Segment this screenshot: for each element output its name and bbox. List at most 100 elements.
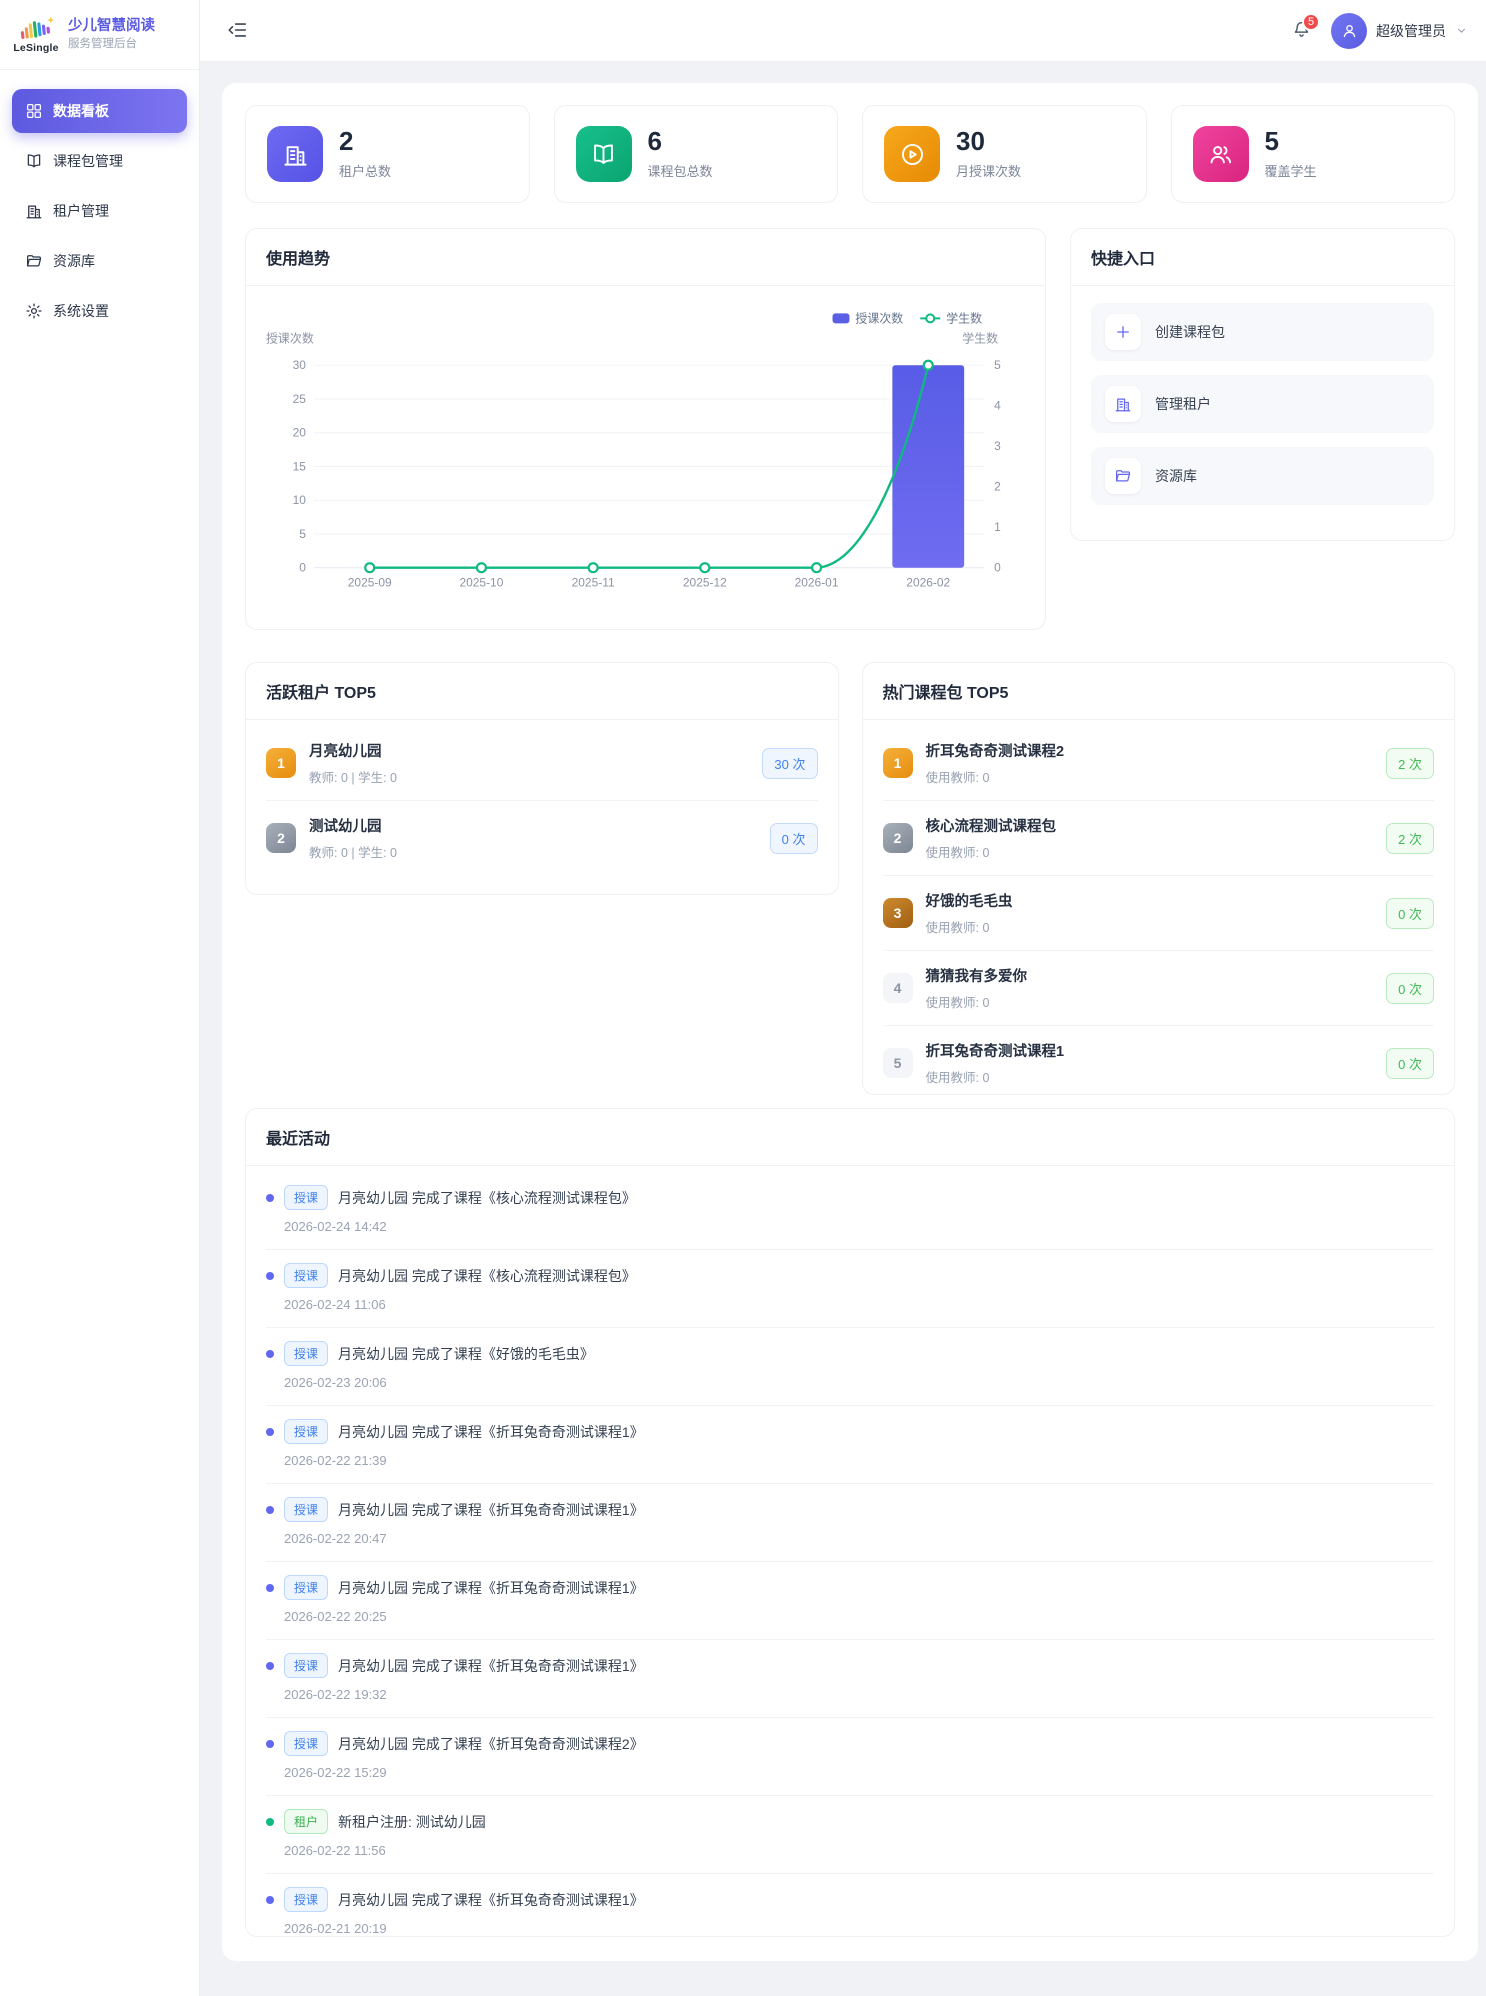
sidebar-item-label: 系统设置 <box>53 303 109 319</box>
stat-card-monthly-lessons: 30 月授课次数 <box>862 105 1147 203</box>
activity-dot <box>266 1583 274 1592</box>
card-title: 快捷入口 <box>1071 229 1454 286</box>
activity-dot <box>266 1349 274 1358</box>
sidebar-item-tenants[interactable]: 租户管理 <box>12 189 187 233</box>
activity-tag: 授课 <box>284 1731 329 1756</box>
package-name: 折耳兔奇奇测试课程1 <box>925 1044 1065 1060</box>
svg-text:授课次数: 授课次数 <box>266 330 314 345</box>
svg-text:2026-01: 2026-01 <box>795 576 839 590</box>
activity-dot <box>266 1739 274 1748</box>
tenant-meta: 教师: 0 | 学生: 0 <box>309 771 397 785</box>
sidebar-item-label: 租户管理 <box>53 203 109 219</box>
sidebar-nav: 数据看板 课程包管理 租户管理 资源库 系统设置 <box>0 70 199 358</box>
activity-text: 月亮幼儿园 完成了课程《折耳兔奇奇测试课程2》 <box>338 1735 644 1752</box>
activity-item: 授课 月亮幼儿园 完成了课程《折耳兔奇奇测试课程1》 2026-02-22 20… <box>266 1484 1434 1562</box>
activity-time: 2026-02-24 11:06 <box>284 1297 386 1312</box>
svg-text:学生数: 学生数 <box>962 330 998 345</box>
activity-tag: 授课 <box>284 1575 329 1600</box>
sidebar-item-settings[interactable]: 系统设置 <box>12 289 187 333</box>
rank-badge: 1 <box>266 748 296 778</box>
user-menu[interactable]: 超级管理员 <box>1331 12 1468 49</box>
trend-quick-row: 使用趋势 30 25 20 15 10 5 0 5 4 3 2 1 0 授课次数 学生数 2025-09 202… <box>245 228 1455 630</box>
svg-text:0: 0 <box>994 561 1001 575</box>
count-badge: 0 次 <box>1386 897 1434 929</box>
sidebar-item-dashboard[interactable]: 数据看板 <box>12 89 187 133</box>
header-right-cluster: 5 超级管理员 <box>1291 12 1468 49</box>
activity-text: 新租户注册: 测试幼儿园 <box>338 1813 486 1830</box>
dashboard-container: 2 租户总数 6 课程包总数 30 月授课次数 <box>222 83 1478 1961</box>
list-item: 1 月亮幼儿园 教师: 0 | 学生: 0 30 次 <box>266 726 818 801</box>
stat-card-tenants: 2 租户总数 <box>245 105 530 203</box>
sidebar-item-resource-library[interactable]: 资源库 <box>12 239 187 283</box>
stat-label: 租户总数 <box>339 164 392 180</box>
rank-badge: 2 <box>882 823 913 853</box>
package-meta: 使用教师: 0 <box>925 996 990 1010</box>
activity-dot <box>266 1271 274 1280</box>
activity-text: 月亮幼儿园 完成了课程《折耳兔奇奇测试课程1》 <box>338 1579 644 1596</box>
logo-wordmark: LeSingle <box>13 42 59 54</box>
main-area: 2 租户总数 6 课程包总数 30 月授课次数 <box>200 63 1486 1996</box>
card-title: 最近活动 <box>246 1109 1454 1166</box>
rank-badge: 3 <box>882 898 913 928</box>
quick-label: 资源库 <box>1155 468 1197 484</box>
count-badge: 2 次 <box>1386 747 1434 779</box>
logo-block: LeSingle 少儿智慧阅读 服务管理后台 <box>0 0 199 70</box>
plus-icon <box>1105 314 1141 350</box>
activity-item: 授课 月亮幼儿园 完成了课程《核心流程测试课程包》 2026-02-24 14:… <box>266 1172 1434 1250</box>
dashboard-icon <box>25 102 43 120</box>
sidebar-item-label: 数据看板 <box>53 103 109 119</box>
rank-badge: 5 <box>882 1048 913 1078</box>
activity-time: 2026-02-23 20:06 <box>284 1375 387 1390</box>
sidebar-item-course-packages[interactable]: 课程包管理 <box>12 139 187 183</box>
svg-text:2026-02: 2026-02 <box>906 576 950 590</box>
sidebar-collapse-icon[interactable] <box>226 19 250 43</box>
building-icon <box>267 126 323 182</box>
quick-entry-list: 创建课程包 管理租户 资源库 <box>1071 286 1454 525</box>
package-meta: 使用教师: 0 <box>925 771 990 785</box>
notification-bell-icon[interactable]: 5 <box>1291 12 1321 43</box>
usage-trend-chart-body: 30 25 20 15 10 5 0 5 4 3 2 1 0 授课次数 学生数 2025-09 2025-10 2… <box>246 286 1045 619</box>
quick-resource-library-button[interactable]: 资源库 <box>1091 447 1434 505</box>
folder-icon <box>1105 458 1141 494</box>
app-subtitle: 服务管理后台 <box>68 38 137 51</box>
svg-text:学生数: 学生数 <box>946 310 982 325</box>
package-name: 猜猜我有多爱你 <box>925 969 1028 985</box>
activity-text: 月亮幼儿园 完成了课程《核心流程测试课程包》 <box>338 1189 636 1206</box>
svg-text:30: 30 <box>293 358 307 372</box>
hot-packages-list: 1 折耳兔奇奇测试课程2 使用教师: 0 2 次 2 核心流程测试课程包 使用教… <box>863 720 1455 1094</box>
count-badge: 0 次 <box>769 822 818 854</box>
recent-activity-card: 最近活动 授课 月亮幼儿园 完成了课程《核心流程测试课程包》 2026-02-2… <box>245 1108 1455 1937</box>
sidebar-item-label: 资源库 <box>53 253 95 269</box>
students-icon <box>1192 126 1249 182</box>
activity-item: 授课 月亮幼儿园 完成了课程《折耳兔奇奇测试课程1》 2026-02-22 21… <box>266 1406 1434 1484</box>
top5-row: 活跃租户 TOP5 1 月亮幼儿园 教师: 0 | 学生: 0 30 次 2 测… <box>245 662 1455 1095</box>
svg-text:5: 5 <box>299 527 306 541</box>
username: 超级管理员 <box>1376 22 1446 39</box>
count-badge: 2 次 <box>1386 822 1434 854</box>
activity-item: 授课 月亮幼儿园 完成了课程《折耳兔奇奇测试课程2》 2026-02-22 15… <box>266 1718 1434 1796</box>
package-meta: 使用教师: 0 <box>925 846 990 860</box>
app-titles: 少儿智慧阅读 服务管理后台 <box>68 17 155 52</box>
activity-tag: 授课 <box>284 1887 329 1912</box>
quick-manage-tenants-button[interactable]: 管理租户 <box>1091 375 1434 433</box>
package-name: 好饿的毛毛虫 <box>925 894 1013 910</box>
lesingle-logo-icon: LeSingle <box>12 15 60 54</box>
building-icon <box>25 202 43 220</box>
activity-tag: 授课 <box>284 1263 329 1288</box>
quick-create-course-package-button[interactable]: 创建课程包 <box>1091 303 1434 361</box>
activity-dot <box>266 1661 274 1670</box>
tenant-meta: 教师: 0 | 学生: 0 <box>309 846 397 860</box>
activity-time: 2026-02-24 14:42 <box>284 1219 387 1234</box>
sidebar: LeSingle 少儿智慧阅读 服务管理后台 数据看板 课程包管理 租户管理 <box>0 0 200 1996</box>
activity-time: 2026-02-22 21:39 <box>284 1453 387 1468</box>
activity-tag: 授课 <box>284 1497 329 1522</box>
rank-badge: 4 <box>882 973 913 1003</box>
list-item: 2 测试幼儿园 教师: 0 | 学生: 0 0 次 <box>266 801 818 875</box>
chevron-down-icon <box>1455 24 1468 37</box>
activity-tag: 租户 <box>284 1809 329 1834</box>
stat-label: 月授课次数 <box>956 164 1022 180</box>
hot-packages-card: 热门课程包 TOP5 1 折耳兔奇奇测试课程2 使用教师: 0 2 次 2 核心… <box>861 662 1455 1095</box>
svg-text:2025-12: 2025-12 <box>683 576 727 590</box>
activity-dot <box>266 1505 274 1514</box>
activity-text: 月亮幼儿园 完成了课程《折耳兔奇奇测试课程1》 <box>338 1891 644 1908</box>
